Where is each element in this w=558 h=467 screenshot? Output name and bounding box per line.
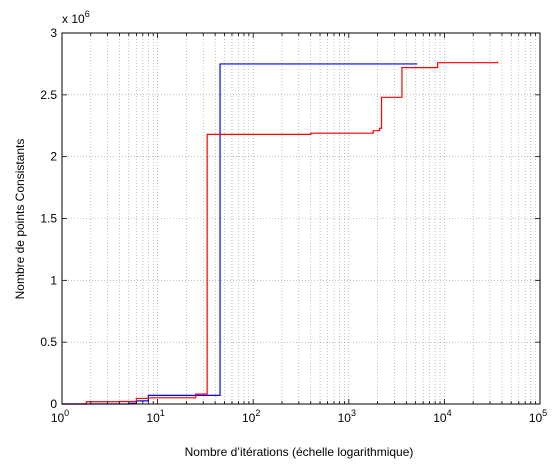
y-tick-label: 2.5 [40, 88, 57, 102]
x-tick-label: 103 [338, 408, 356, 425]
series-line-2 [62, 61, 499, 405]
x-tick-label: 105 [529, 408, 547, 425]
y-tick-label: 1 [50, 273, 57, 287]
plot-area [62, 33, 540, 404]
ticks [62, 32, 540, 405]
x-tick-label: 102 [242, 408, 260, 425]
y-tick-label: 0 [50, 397, 57, 411]
x-axis-label: Nombre d’itérations (échelle logarithmiq… [185, 445, 414, 459]
x-tick-label: 100 [51, 408, 69, 425]
y-tick-labels: 0 0.5 1 1.5 2 2.5 3 [40, 26, 57, 411]
x-tick-label: 101 [146, 408, 164, 425]
x-tick-labels: 100 101 102 103 104 105 [51, 408, 547, 425]
y-axis-label: Nombre de points Consistants [13, 139, 27, 300]
y-tick-label: 1.5 [40, 212, 57, 226]
y-tick-label: 3 [50, 26, 57, 40]
y-tick-label: 2 [50, 150, 57, 164]
x-tick-label: 104 [433, 408, 451, 425]
y-tick-label: 0.5 [40, 335, 57, 349]
y-multiplier-label: x 106 [62, 9, 90, 26]
